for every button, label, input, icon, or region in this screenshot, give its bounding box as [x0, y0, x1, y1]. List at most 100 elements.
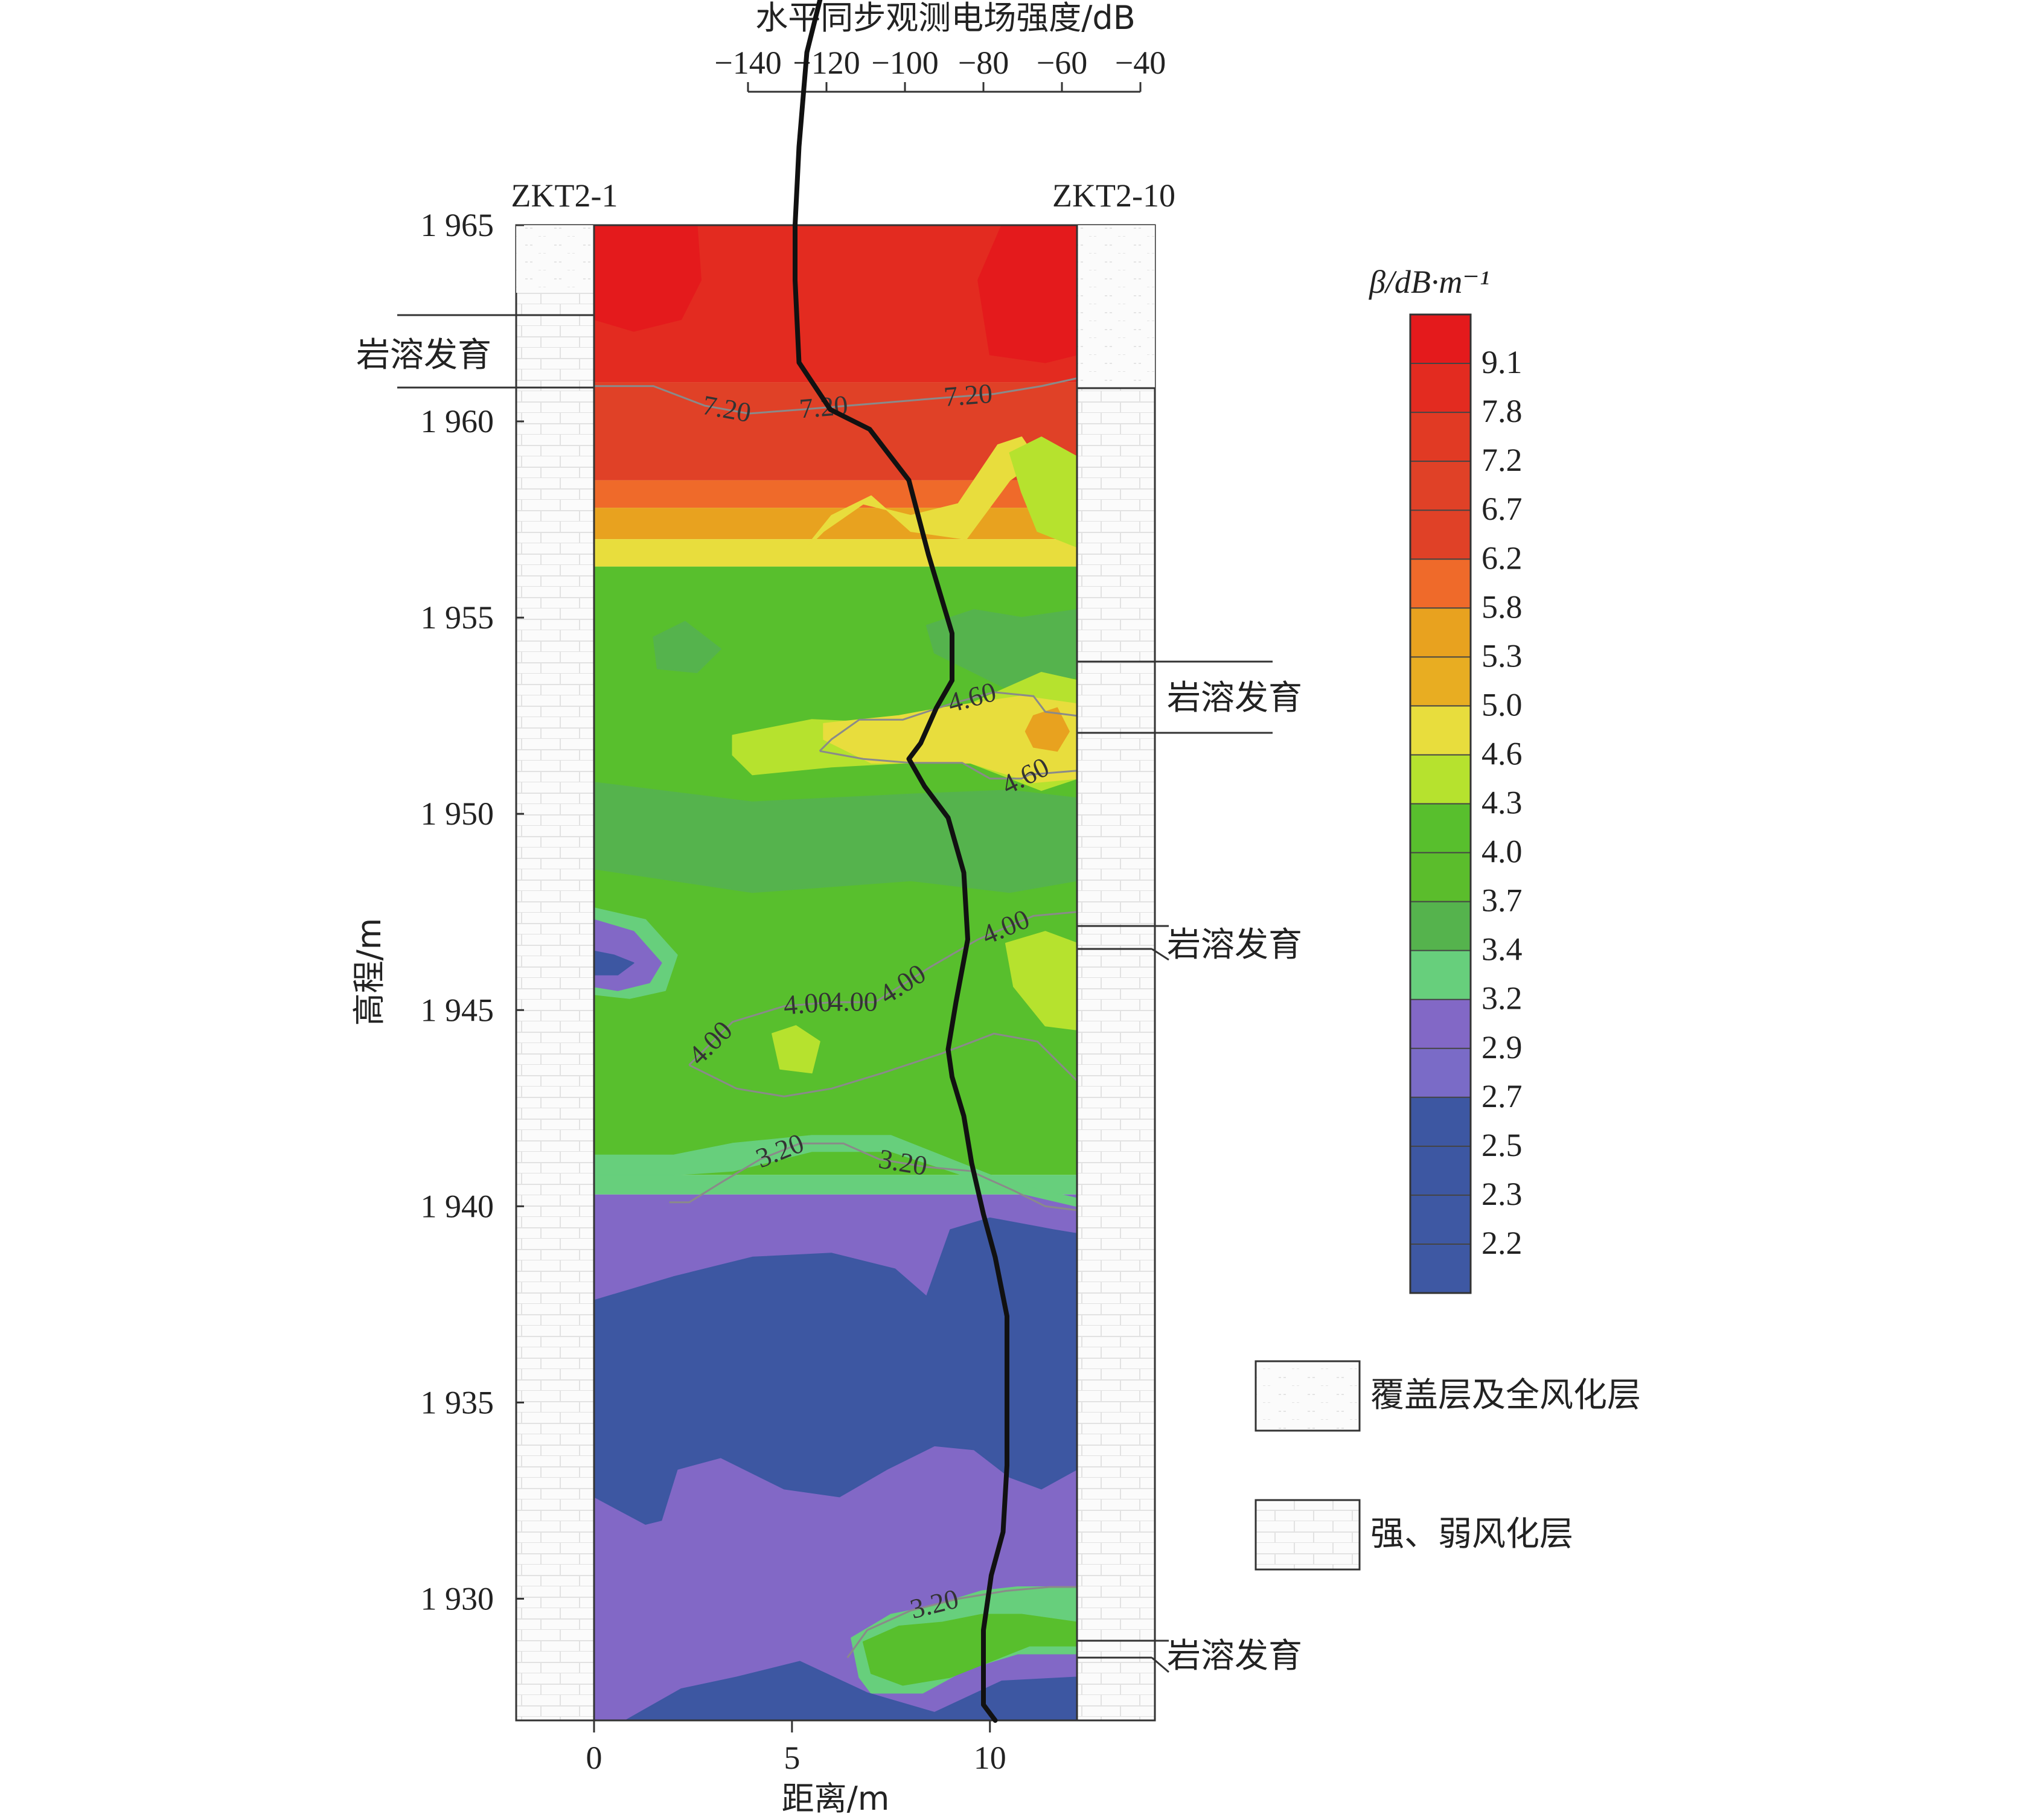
colorbar-segment-13 [1410, 950, 1471, 1000]
colorbar-segment-18 [1410, 1195, 1471, 1245]
contour-4-3 [688, 1032, 1077, 1097]
colorbar: 9.1 7.8 7.2 6.7 6.2 5.8 5.3 5.0 4.6 4.3 4.0 3.7 3.4 3… [1409, 313, 1523, 1294]
legend-swatch-cover [1255, 1360, 1361, 1432]
colorbar-label-6: 5.3 [1481, 637, 1523, 674]
colorbar-segment-10 [1410, 803, 1471, 854]
colorbar-segment-14 [1410, 999, 1471, 1049]
y-tick-label-0: 1 965 [421, 207, 494, 243]
heatmap-region-green-mid-upper-band [594, 782, 1077, 893]
x-axis-label: 距离/m [782, 1780, 890, 1818]
y-tick-label-6: 1 935 [421, 1384, 494, 1420]
colorbar-label-12: 3.4 [1481, 931, 1523, 968]
colorbar-label-8: 4.6 [1481, 735, 1523, 771]
top-tick-label-2: −100 [871, 45, 938, 81]
heatmap-region-red-left [594, 225, 702, 332]
legend-label-cover: 覆盖层及全风化层 [1370, 1376, 1641, 1415]
y-tick-label-1: 1 960 [421, 403, 494, 439]
y-axis: 1 965 1 960 1 955 1 950 1 945 1 940 1 935 1 930 [421, 207, 524, 1617]
heatmap-region-light-green-spot-1944 [772, 1025, 820, 1074]
annotation-karst-left-text: 岩溶发育 [356, 336, 491, 375]
colorbar-segment-6 [1410, 608, 1471, 657]
heatmap-region-orange-spot-right [1024, 707, 1070, 752]
contour-label-0-1: 7.20 [798, 389, 849, 424]
top-tick-label-4: −60 [1037, 45, 1087, 81]
colorbar-segment-9 [1410, 755, 1471, 804]
legend-swatch-brick [1255, 1499, 1361, 1571]
x-tick-label-2: 10 [974, 1740, 1006, 1776]
y-axis-label: 高程/m [350, 918, 388, 1026]
heatmap-region-teal-1940-band [594, 1135, 1077, 1207]
annotation-karst-right-1946: 岩溶发育 [1077, 925, 1302, 965]
top-tick-label-0: −140 [714, 45, 781, 81]
annotation-karst-right-1928: 岩溶发育 [1077, 1636, 1302, 1676]
heatmap-region-red-right [977, 225, 1077, 363]
colorbar-segment-5 [1410, 559, 1471, 608]
borehole-right-cover [1077, 225, 1155, 388]
annotation-karst-right-1946-text: 岩溶发育 [1167, 925, 1302, 965]
legend-label-brick: 强、弱风化层 [1370, 1515, 1573, 1554]
colorbar-label-13: 3.2 [1481, 980, 1523, 1017]
colorbar-label-15: 2.7 [1481, 1078, 1523, 1114]
x-tick-label-1: 5 [784, 1740, 800, 1776]
contour-3.2-4 [669, 1142, 1077, 1212]
heatmap-region-green-lower-right-inner [862, 1614, 1077, 1686]
colorbar-segment-8 [1410, 706, 1471, 755]
heatmap-region-blue-bottom [594, 1661, 1077, 1720]
borehole-right-name: ZKT2-10 [1052, 177, 1175, 214]
colorbar-segment-3 [1410, 461, 1471, 511]
colorbar-label-10: 4.0 [1481, 834, 1523, 870]
colorbar-label-3: 6.7 [1481, 491, 1523, 527]
series-line-field-strength [793, 0, 1009, 1723]
colorbar-segment-1 [1410, 363, 1471, 413]
colorbar-label-5: 5.8 [1481, 589, 1523, 625]
top-axis: −140 −120 −100 −80 −60 −40 [714, 45, 1166, 93]
borehole-left-column [515, 224, 595, 1722]
annotation-karst-left: 岩溶发育 [356, 314, 594, 389]
y-tick-label-3: 1 950 [421, 796, 494, 832]
y-tick-label-2: 1 955 [421, 599, 494, 636]
colorbar-label-7: 5.0 [1481, 686, 1523, 723]
colorbar-segment-11 [1410, 852, 1471, 902]
colorbar-label-1: 7.8 [1481, 393, 1523, 429]
colorbar-label-14: 2.9 [1481, 1029, 1523, 1065]
colorbar-label-16: 2.5 [1481, 1127, 1523, 1163]
heatmap-region-blue-left-spot [594, 950, 634, 975]
colorbar-segment-17 [1410, 1146, 1471, 1196]
colorbar-frame [1409, 313, 1472, 1294]
contour-7.2-0 [594, 377, 1077, 415]
borehole-left-cover [516, 225, 594, 293]
colorbar-label-18: 2.2 [1481, 1225, 1523, 1261]
heatmap [594, 225, 1077, 1720]
contour-label-2-2: 4.00 [829, 986, 878, 1017]
heatmap-band-4 [594, 539, 1077, 567]
contour-label-2-1: 4.00 [782, 986, 833, 1020]
plot-frame [593, 224, 1078, 1722]
contour-label-0-2: 7.20 [942, 378, 993, 412]
colorbar-label-4: 6.2 [1481, 540, 1523, 576]
colorbar-label-2: 7.2 [1481, 442, 1523, 478]
colorbar-segment-7 [1410, 657, 1471, 706]
annotation-karst-right-1953-text: 岩溶发育 [1167, 679, 1302, 718]
borehole-left-name: ZKT2-1 [511, 177, 618, 214]
annotation-karst-right-1953: 岩溶发育 [1077, 660, 1302, 734]
y-tick-label-5: 1 940 [421, 1188, 494, 1224]
heatmap-region-light-green-right-1946 [1005, 931, 1077, 1030]
colorbar-segment-2 [1410, 412, 1471, 462]
annotation-karst-right-1928-text: 岩溶发育 [1167, 1636, 1302, 1676]
x-tick-label-0: 0 [586, 1740, 602, 1776]
x-axis: 0 5 10 [586, 1720, 1006, 1776]
borehole-right-column [1076, 224, 1156, 1722]
heatmap-region-green-dark-left [653, 621, 721, 674]
y-tick-label-7: 1 930 [421, 1580, 494, 1617]
top-tick-label-3: −80 [958, 45, 1009, 81]
colorbar-label-0: 9.1 [1481, 344, 1523, 380]
colorbar-label-17: 2.3 [1481, 1176, 1523, 1212]
contour-4.6-1 [819, 691, 1077, 780]
heatmap-region-blue-big [594, 1217, 1077, 1525]
colorbar-title: β/dB·m⁻¹ [1369, 264, 1489, 300]
colorbar-segment-12 [1410, 901, 1471, 951]
colorbar-segment-16 [1410, 1097, 1471, 1147]
colorbar-segment-19 [1410, 1244, 1471, 1294]
contour-3.2-5 [846, 1586, 1077, 1658]
